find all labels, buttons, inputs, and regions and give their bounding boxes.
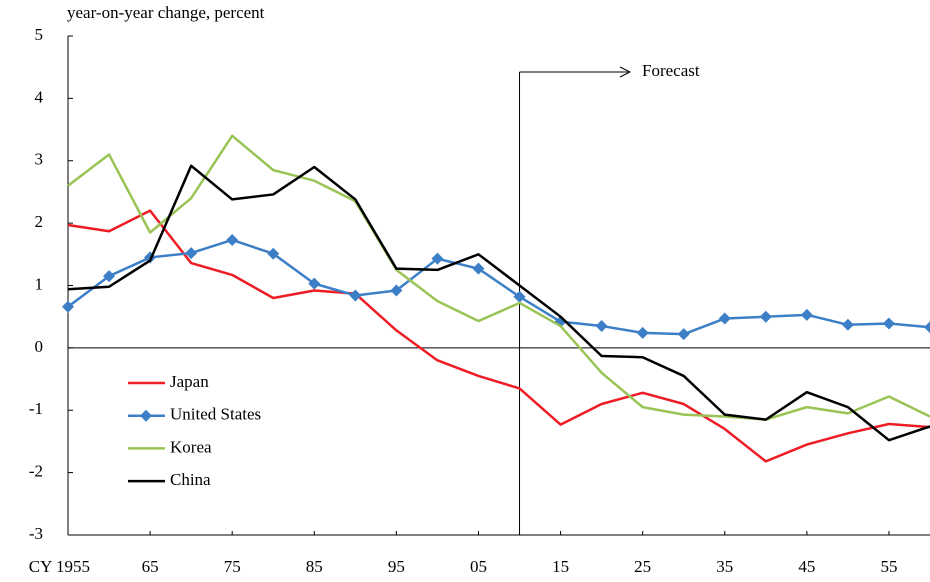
x-tick-label: 75 [224,557,241,576]
series-line [67,209,930,463]
marker [62,300,74,313]
y-tick-label: -2 [29,462,43,481]
marker [636,326,649,339]
x-tick-label: 65 [142,557,159,576]
marker [349,289,362,302]
marker [472,262,485,275]
marker [431,252,444,265]
series-line [67,164,930,442]
marker [267,247,280,260]
legend-label: Korea [170,437,212,456]
x-tick-label: 05 [470,557,487,576]
marker [800,308,813,321]
forecast-label: Forecast [642,61,700,80]
marker [882,317,895,330]
marker [513,290,526,303]
y-tick-label: 4 [35,87,44,106]
x-tick-label: 45 [798,557,815,576]
x-tick-label: CY 1955 [29,557,90,576]
marker [103,270,116,283]
marker [595,320,608,333]
x-tick-label: 25 [634,557,651,576]
y-tick-label: 1 [35,274,44,293]
y-tick-label: 0 [35,337,44,356]
y-tick-label: 3 [35,150,44,169]
y-tick-label: -1 [29,399,43,418]
x-tick-label: 35 [716,557,733,576]
x-tick-label: 85 [306,557,323,576]
marker [185,247,198,260]
marker [390,284,403,297]
series-line [67,238,930,336]
legend-label: Japan [170,372,209,391]
marker [677,328,690,341]
y-tick-label: -3 [29,524,43,543]
forecast-arrowhead [619,66,632,78]
y-tick-label: 2 [35,212,44,231]
x-tick-label: 55 [880,557,897,576]
x-tick-label: 15 [552,557,569,576]
legend-label: China [170,470,211,489]
y-axis-label: year-on-year change, percent [67,3,265,22]
marker [924,321,930,334]
legend-label: United States [170,405,261,424]
series-line [67,134,930,421]
marker [308,277,321,290]
x-tick-label: 95 [388,557,405,576]
marker [140,409,152,422]
marker [226,233,239,246]
marker [718,312,731,325]
y-tick-label: 5 [35,25,44,44]
marker [759,310,772,323]
marker [841,318,854,331]
